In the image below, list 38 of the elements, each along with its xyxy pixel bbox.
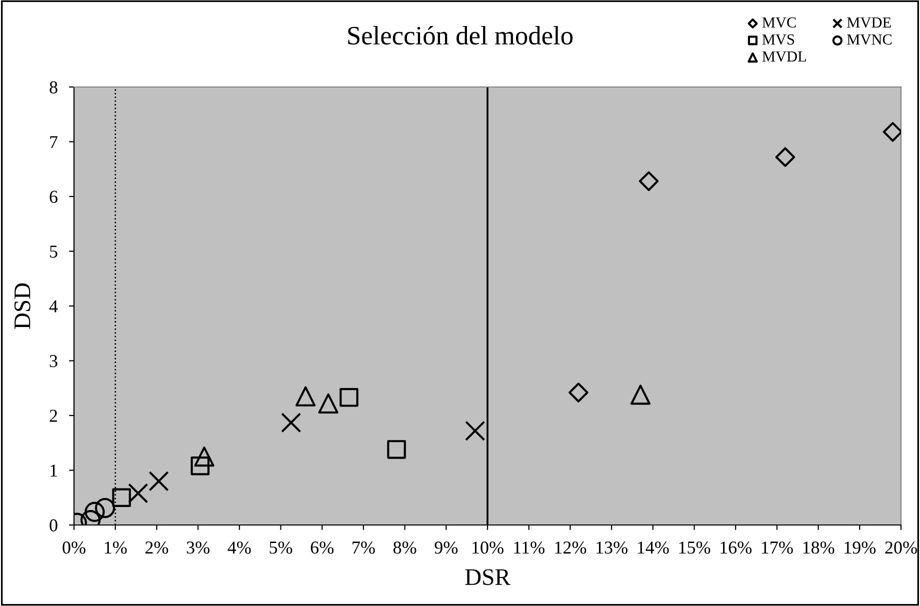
x-tick-label: 15% <box>679 541 710 554</box>
y-tick-label: 5 <box>50 246 58 258</box>
legend-label: MVS <box>762 34 794 45</box>
y-tick-label: 2 <box>50 410 58 422</box>
legend-label: MVNC <box>847 34 892 45</box>
y-tick-label: 4 <box>49 300 58 312</box>
y-tick-label: 0 <box>50 519 58 532</box>
x-tick-label: 19% <box>844 541 876 554</box>
x-tick-label: 7% <box>352 541 375 554</box>
x-tick-label: 8% <box>393 541 416 554</box>
x-tick-label: 17% <box>762 541 793 554</box>
x-tick-label: 12% <box>555 541 586 554</box>
x-tick-label: 3% <box>186 541 210 554</box>
x-tick-label: 11% <box>514 541 544 554</box>
x-tick-label: 13% <box>596 541 628 554</box>
chart-title: Selección del modelo <box>348 26 573 45</box>
y-axis-title: DSD <box>14 283 30 329</box>
y-tick-label: 6 <box>50 190 58 203</box>
y-tick-label: 7 <box>50 136 58 148</box>
x-tick-label: 20% <box>885 541 917 554</box>
x-tick-label: 5% <box>270 541 292 554</box>
x-tick-label: 10% <box>472 541 504 554</box>
x-tick-label: 1% <box>104 541 127 554</box>
x-tick-label: 14% <box>638 541 669 554</box>
x-tick-label: 6% <box>310 541 334 554</box>
x-tick-label: 4% <box>228 541 251 554</box>
x-tick-label: 18% <box>803 541 834 554</box>
x-tick-label: 9% <box>434 541 458 554</box>
legend-label: MVDL <box>762 51 806 62</box>
legend-label: MVC <box>762 17 796 28</box>
y-tick-label: 3 <box>50 355 58 368</box>
x-axis-title: DSR <box>465 569 510 586</box>
y-tick-label: 8 <box>50 81 58 94</box>
x-tick-label: 16% <box>720 541 752 554</box>
legend-label: MVDE <box>847 17 891 28</box>
x-tick-label: 2% <box>145 541 168 554</box>
y-tick-label: 1 <box>50 464 57 477</box>
x-tick-label: 0% <box>62 541 86 554</box>
